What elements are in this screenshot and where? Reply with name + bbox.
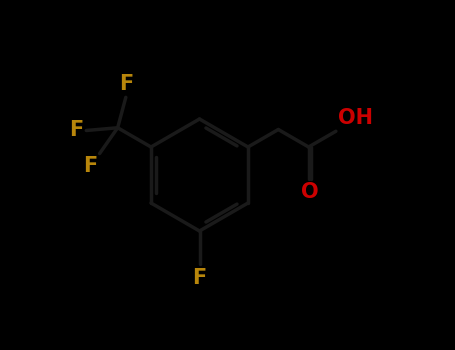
- Text: F: F: [119, 74, 133, 94]
- Text: OH: OH: [338, 108, 373, 128]
- Text: F: F: [192, 268, 207, 288]
- Text: O: O: [300, 182, 318, 202]
- Text: F: F: [83, 156, 97, 176]
- Text: F: F: [69, 120, 83, 140]
